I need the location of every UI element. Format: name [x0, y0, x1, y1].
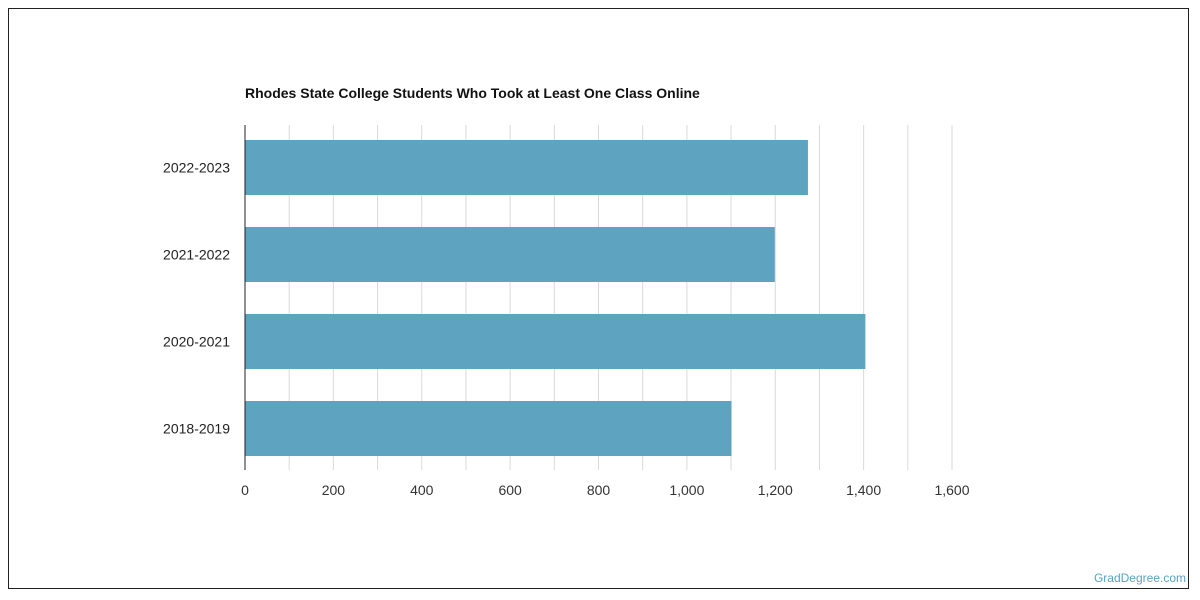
- x-tick-label: 1,400: [846, 482, 881, 498]
- x-tick-label: 1,000: [669, 482, 704, 498]
- x-tick-label: 800: [587, 482, 611, 498]
- watermark-link[interactable]: GradDegree.com: [1093, 571, 1186, 585]
- category-label: 2021-2022: [163, 247, 230, 263]
- category-label: 2018-2019: [163, 421, 230, 437]
- category-label: 2022-2023: [163, 160, 230, 176]
- bar: [245, 314, 866, 369]
- bar: [245, 227, 775, 282]
- category-label: 2020-2021: [163, 334, 230, 350]
- bar: [245, 140, 808, 195]
- x-tick-label: 400: [410, 482, 434, 498]
- bar: [245, 401, 732, 456]
- x-tick-label: 0: [241, 482, 249, 498]
- chart-title: Rhodes State College Students Who Took a…: [245, 85, 700, 101]
- x-tick-label: 1,600: [934, 482, 969, 498]
- x-tick-label: 600: [498, 482, 522, 498]
- x-tick-label: 200: [322, 482, 346, 498]
- x-tick-label: 1,200: [758, 482, 793, 498]
